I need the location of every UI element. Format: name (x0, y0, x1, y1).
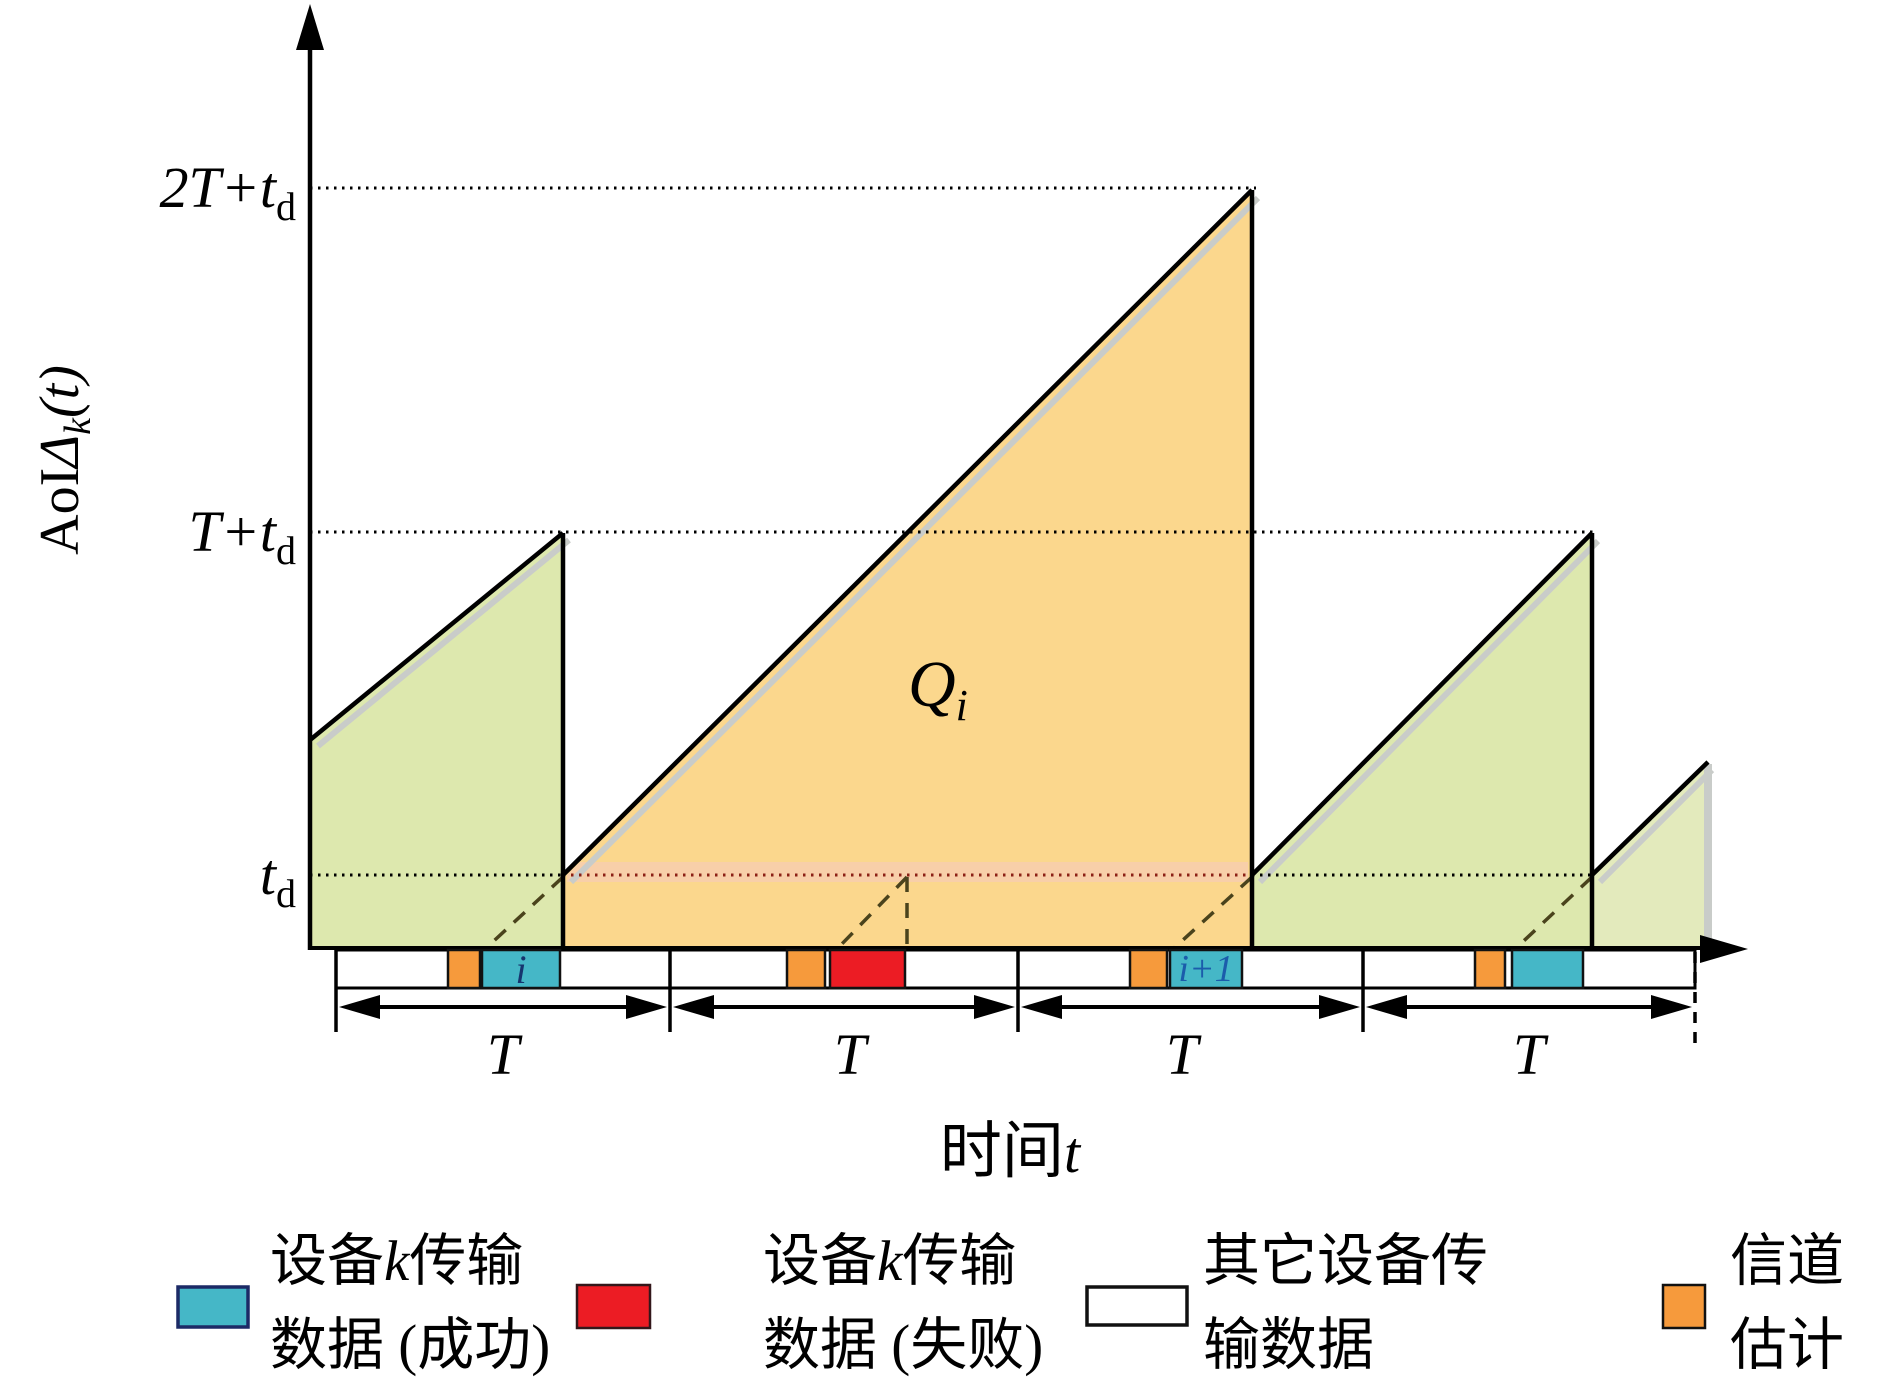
aoi-rise-1 (308, 531, 565, 742)
frame-duration-labels: T T T T (487, 1022, 1549, 1087)
y-tick-td-main: t (260, 842, 278, 907)
aoi-rise-2 (561, 188, 1254, 877)
legend-line1-device-k-success: 设备k传输 (270, 1230, 523, 1293)
y-axis-label-sub-k: k (57, 417, 99, 435)
area-label-Qi: Qi (908, 648, 968, 730)
slot-band-box (334, 948, 1697, 990)
T-label-3: T (1166, 1022, 1202, 1087)
x-axis-label-var: t (1064, 1120, 1082, 1185)
green-area-partial (1592, 762, 1708, 948)
x-axis-label-cjk: 时间 (940, 1118, 1064, 1186)
area-label-Q-sub: i (956, 681, 968, 730)
y-tick-2T-td-sub: d (276, 184, 296, 229)
diagonal-shadows (316, 195, 1715, 946)
y-tick-td: td (260, 842, 296, 916)
legend: 设备k传输 数据 (成功) 设备k传输 数据 (失败) 其它设备传 输数据 信道… (176, 1230, 1844, 1377)
y-axis-label: AoIΔk(t) (29, 365, 99, 555)
y-axis-label-t: (t) (29, 365, 91, 418)
slot-label-i: i (515, 947, 526, 992)
device-k-failure-slot (828, 948, 907, 990)
y-tick-2T-td: 2T+td (159, 155, 296, 229)
legend-line1-channel-estimation: 信道 (1730, 1230, 1844, 1293)
legend-line2-device-k-failure: 数据 (失败) (763, 1314, 1043, 1377)
device-k-success-slot-i1 (1168, 948, 1244, 990)
y-tick-labels: 2T+td T+td td (159, 155, 296, 916)
legend-line2-channel-estimation: 估计 (1730, 1314, 1844, 1377)
y-axis-arrowhead (296, 4, 324, 50)
device-k-success-slot-last (1510, 948, 1585, 990)
legend-line1-other-devices: 其它设备传 (1203, 1230, 1488, 1293)
channel-estimation-slot-2 (785, 948, 827, 990)
legend-swatch-other-devices (1085, 1285, 1189, 1327)
y-tick-2T-td-main: 2T+t (159, 155, 277, 220)
frame-ticks (334, 950, 1697, 1048)
reference-lines (310, 186, 1596, 877)
aoi-rise-3 (1250, 531, 1594, 877)
slot-label-i-plus-1: i+1 (1178, 948, 1233, 990)
y-tick-T-td-main: T+t (188, 499, 277, 564)
channel-estimation-slot-1 (446, 948, 482, 990)
x-axis-label: 时间t (940, 1118, 1082, 1186)
green-area-cycle-1 (310, 533, 563, 948)
legend-line2-other-devices: 输数据 (1203, 1314, 1374, 1377)
device-k-success-slot-i (480, 948, 562, 990)
y-tick-T-td-sub: d (276, 528, 296, 573)
area-label-Q: Q (908, 648, 956, 721)
aoi-sawtooth (308, 188, 1710, 950)
channel-estimation-slot-4 (1473, 948, 1507, 990)
legend-swatch-channel-estimation (1661, 1283, 1707, 1330)
T-label-4: T (1513, 1022, 1549, 1087)
legend-line1-device-k-failure: 设备k传输 (763, 1230, 1016, 1293)
y-tick-td-sub: d (276, 871, 296, 916)
aoi-rise-4 (1590, 760, 1710, 877)
T-label-1: T (487, 1022, 523, 1087)
dashed-diag-slot-i (482, 875, 565, 952)
slot-band: i i+1 (334, 947, 1697, 992)
y-axis-label-delta: Δ (29, 435, 91, 470)
x-axis-arrowhead (1700, 935, 1748, 963)
frame-dimension-arrows (339, 995, 1692, 1019)
dashed-diag-slot-fail (834, 875, 909, 952)
y-tick-T-td: T+td (188, 499, 296, 573)
y-axis-label-aoi: AoI (29, 468, 91, 555)
dashed-diag-slot-i1 (1170, 875, 1254, 952)
dashed-diag-slot-last (1512, 875, 1594, 952)
axes (296, 4, 1748, 963)
peach-band-td (567, 862, 1248, 882)
legend-swatch-device-k-success (176, 1285, 250, 1329)
legend-swatch-device-k-failure (575, 1283, 652, 1330)
T-label-2: T (834, 1022, 870, 1087)
channel-estimation-slot-3 (1128, 948, 1169, 990)
legend-line2-device-k-success: 数据 (成功) (270, 1314, 550, 1377)
